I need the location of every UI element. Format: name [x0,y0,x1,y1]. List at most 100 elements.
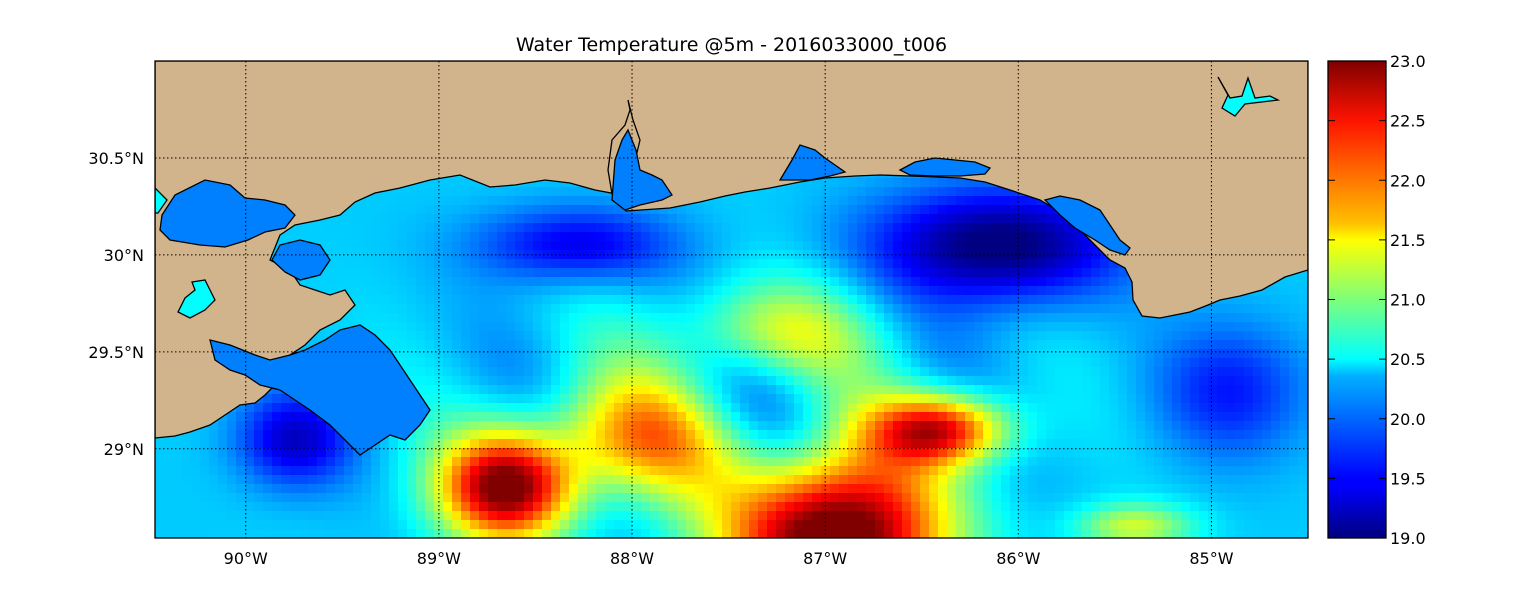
heat-cell [938,178,948,188]
heat-cell [389,250,399,260]
heat-cell [425,214,435,224]
heat-cell [641,376,651,386]
heat-cell [569,205,579,215]
heat-cell [875,340,885,350]
heat-cell [389,277,399,287]
heat-cell [497,394,507,404]
heat-cell [380,214,390,224]
heat-cell [1001,268,1011,278]
heat-cell [416,205,426,215]
heat-cell [515,349,525,359]
heat-cell [803,376,813,386]
heat-cell [614,367,624,377]
heat-cell [623,313,633,323]
heat-cell [632,349,642,359]
heat-cell [371,223,381,233]
heat-cell [767,277,777,287]
heat-cell [1217,349,1227,359]
heat-cell [902,349,912,359]
heat-cell [1001,241,1011,251]
heat-cell [893,178,903,188]
heat-cell [1037,277,1047,287]
heat-cell [749,205,759,215]
heat-cell [875,358,885,368]
heat-cell [1127,385,1137,395]
heat-cell [461,331,471,341]
heat-cell [614,403,624,413]
heat-cell [686,358,696,368]
heat-cell [830,214,840,224]
heat-cell [1226,340,1236,350]
heat-cell [857,376,867,386]
heat-cell [1055,367,1065,377]
heat-cell [443,340,453,350]
heat-cell [1253,313,1263,323]
heat-cell [632,214,642,224]
heat-cell [884,340,894,350]
heat-cell [452,322,462,332]
heat-cell [992,259,1002,269]
heat-cell [1046,358,1056,368]
heat-cell [398,187,408,197]
heat-cell [983,367,993,377]
heat-cell [1028,205,1038,215]
heat-cell [1208,376,1218,386]
heat-cell [767,358,777,368]
heat-cell [380,304,390,314]
heat-cell [803,358,813,368]
heat-cell [866,223,876,233]
heat-cell [866,259,876,269]
heat-cell [929,286,939,296]
heat-cell [1055,358,1065,368]
heat-cell [812,232,822,242]
heat-cell [1073,349,1083,359]
heat-cell [767,295,777,305]
heat-cell [479,358,489,368]
heat-cell [947,277,957,287]
heat-cell [542,358,552,368]
heat-cell [704,331,714,341]
heat-cell [722,367,732,377]
heat-cell [416,331,426,341]
heat-cell [713,277,723,287]
heat-cell [560,259,570,269]
heat-cell [1181,313,1191,323]
heat-cell [380,241,390,251]
heat-cell [695,205,705,215]
heat-cell [668,358,678,368]
heat-cell [1271,295,1281,305]
heat-cell [659,358,669,368]
heat-cell [686,394,696,404]
heat-cell [1046,223,1056,233]
heat-cell [731,376,741,386]
heat-cell [668,223,678,233]
heat-cell [542,196,552,206]
heat-cell [1280,295,1290,305]
heat-cell [1172,394,1182,404]
heat-cell [704,295,714,305]
heat-cell [623,286,633,296]
heat-cell [938,259,948,269]
heat-cell [785,286,795,296]
heat-cell [524,331,534,341]
heat-cell [335,241,345,251]
heat-cell [758,295,768,305]
heat-cell [695,358,705,368]
heat-cell [668,250,678,260]
heat-cell [938,403,948,413]
heat-cell [722,340,732,350]
heat-cell [1064,250,1074,260]
heat-cell [1235,394,1245,404]
heat-cell [398,358,408,368]
heat-cell [542,331,552,341]
heat-cell [965,403,975,413]
heat-cell [866,367,876,377]
heat-cell [695,277,705,287]
heat-cell [389,223,399,233]
heat-cell [965,322,975,332]
heat-cell [344,268,354,278]
heat-cell [569,322,579,332]
heat-cell [1235,322,1245,332]
heat-cell [461,322,471,332]
heat-cell [398,295,408,305]
